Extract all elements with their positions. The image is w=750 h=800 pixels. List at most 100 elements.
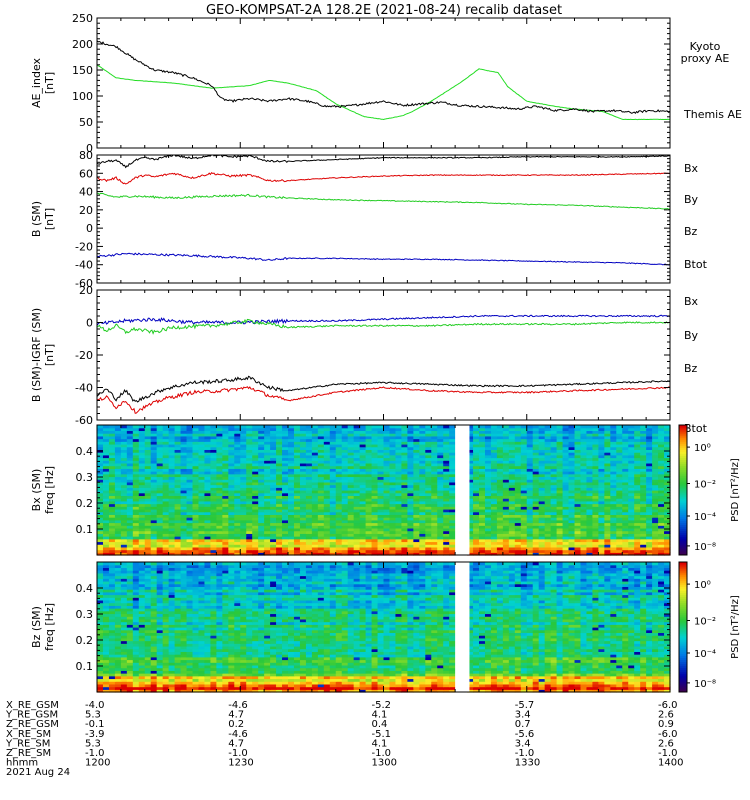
heatmap-cell xyxy=(389,530,397,534)
heatmap-cell xyxy=(144,468,152,472)
heatmap-cell xyxy=(329,522,337,526)
series-line-btot xyxy=(97,375,670,403)
heatmap-cell xyxy=(168,427,176,432)
heatmap-cell xyxy=(126,492,134,497)
heatmap-cell xyxy=(604,481,611,486)
heatmap-cell xyxy=(538,525,546,529)
heatmap-cell xyxy=(341,487,349,491)
heatmap-cell xyxy=(484,506,492,510)
heatmap-cell xyxy=(270,449,277,453)
heatmap-cell xyxy=(580,435,588,440)
heatmap-cell xyxy=(186,468,194,472)
heatmap-cell xyxy=(544,460,552,464)
heatmap-cell xyxy=(335,517,343,521)
heatmap-cell xyxy=(180,435,188,440)
heatmap-cell xyxy=(449,425,456,429)
heatmap-cell xyxy=(288,452,295,456)
heatmap-cell xyxy=(389,549,397,553)
heatmap-cell xyxy=(479,441,486,445)
heatmap-cell xyxy=(288,433,295,437)
heatmap-cell xyxy=(401,519,408,524)
heatmap-cell xyxy=(598,533,605,537)
heatmap-cell xyxy=(377,473,385,478)
heatmap-cell xyxy=(168,468,176,472)
heatmap-cell xyxy=(156,441,164,445)
heatmap-cell xyxy=(556,506,564,510)
heatmap-cell xyxy=(288,471,295,475)
heatmap-cell xyxy=(479,465,486,469)
heatmap-cell xyxy=(484,457,492,461)
heatmap-cell xyxy=(538,536,546,540)
heatmap-cell xyxy=(532,503,540,507)
heatmap-cell xyxy=(473,552,480,556)
heatmap-cell xyxy=(634,468,641,472)
heatmap-cell xyxy=(467,546,474,551)
heatmap-cell xyxy=(443,500,450,505)
heatmap-cell xyxy=(264,525,271,529)
heatmap-cell xyxy=(293,446,301,450)
heatmap-cell xyxy=(276,544,283,548)
heatmap-cell xyxy=(114,462,122,467)
heatmap-cell xyxy=(604,552,611,556)
heatmap-cell xyxy=(580,452,588,456)
heatmap-cell xyxy=(288,511,295,515)
heatmap-cell xyxy=(299,465,307,469)
y-tick-label: 80 xyxy=(79,149,93,162)
heatmap-cell xyxy=(240,433,247,437)
heatmap-cell xyxy=(144,449,152,453)
heatmap-cell xyxy=(413,462,420,467)
heatmap-cell xyxy=(186,454,194,459)
heatmap-cell xyxy=(186,533,194,537)
heatmap-cell xyxy=(616,427,623,432)
heatmap-cell xyxy=(443,519,450,524)
heatmap-cell xyxy=(329,452,337,456)
heatmap-cell xyxy=(598,479,605,483)
heatmap-cell xyxy=(467,492,474,497)
heatmap-cell xyxy=(389,544,397,548)
series-line-bz xyxy=(97,172,670,185)
heatmap-cell xyxy=(114,425,122,429)
heatmap-cell xyxy=(108,487,116,491)
heatmap-cell xyxy=(598,525,605,529)
heatmap-cell xyxy=(562,525,570,529)
heatmap-cell xyxy=(652,484,659,488)
heatmap-cell xyxy=(586,425,594,429)
heatmap-cell xyxy=(401,514,408,518)
heatmap-cell xyxy=(514,498,522,502)
heatmap-cell xyxy=(288,522,295,526)
heatmap-cell xyxy=(479,552,486,556)
heatmap-cell xyxy=(347,514,355,518)
heatmap-cell xyxy=(270,498,277,502)
heatmap-cell xyxy=(234,500,241,505)
heatmap-cell xyxy=(311,471,319,475)
heatmap-cell xyxy=(538,471,546,475)
heatmap-cell xyxy=(311,519,319,524)
heatmap-cell xyxy=(634,522,641,526)
heatmap-cell xyxy=(622,506,629,510)
heatmap-cell xyxy=(437,498,444,502)
heatmap-cell xyxy=(502,427,510,432)
heatmap-cell xyxy=(413,527,420,532)
heatmap-cell xyxy=(604,508,611,513)
heatmap-cell xyxy=(610,495,617,499)
heatmap-cell xyxy=(258,549,265,553)
heatmap-cell xyxy=(216,549,223,553)
heatmap-cell xyxy=(484,452,492,456)
heatmap-cell xyxy=(126,508,134,513)
heatmap-cell xyxy=(359,538,367,543)
heatmap-cell xyxy=(114,473,122,478)
heatmap-cell xyxy=(144,498,152,502)
heatmap-cell xyxy=(240,471,247,475)
heatmap-cell xyxy=(132,536,140,540)
heatmap-cell xyxy=(520,454,528,459)
heatmap-cell xyxy=(514,471,522,475)
heatmap-cell xyxy=(562,460,570,464)
heatmap-cell xyxy=(186,506,194,510)
heatmap-cell xyxy=(502,530,510,534)
heatmap-cell xyxy=(496,517,504,521)
heatmap-cell xyxy=(556,541,564,545)
heatmap-cell xyxy=(102,536,110,540)
heatmap-cell xyxy=(138,449,146,453)
heatmap-cell xyxy=(317,500,325,505)
heatmap-cell xyxy=(156,503,164,507)
